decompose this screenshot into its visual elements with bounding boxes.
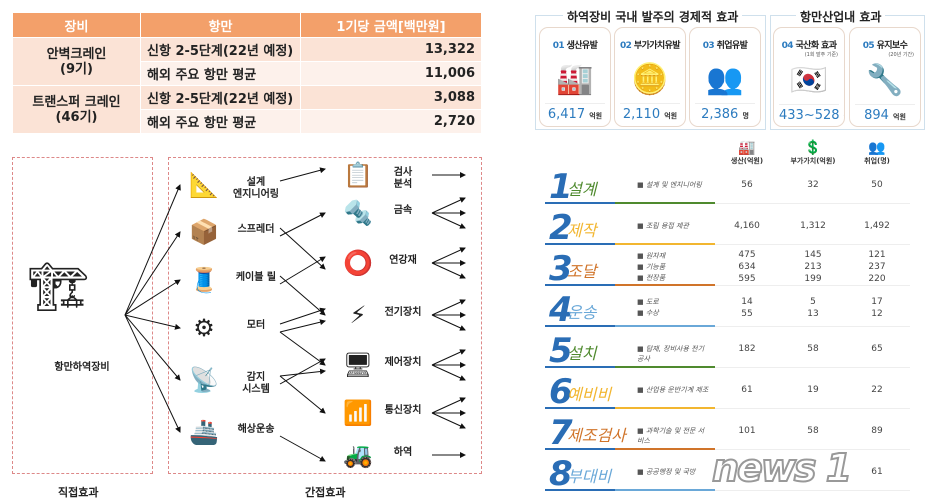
- motor-icon: ⚙: [193, 314, 215, 342]
- breakdown-row: 2 제작 ■ 조립 용접 제관 4,160 1,312 1,492: [545, 206, 910, 248]
- communication-icon: 📶: [343, 399, 373, 427]
- breakdown-row: 5 설치 ■ 탑재, 장비사용 전기공사 182 58 65: [545, 329, 910, 371]
- arrow: [279, 435, 326, 462]
- sensor-icon: 📡: [189, 366, 219, 394]
- table-row: 해외 주요 항만 평균 2,720: [13, 109, 482, 134]
- effect-card: 01 생산유발 🏭 6,417 억원: [539, 27, 611, 127]
- news1-watermark: news 1: [711, 445, 853, 491]
- container-icon: 📦: [189, 218, 219, 246]
- arrow: [124, 184, 181, 316]
- people-icon: 👥: [706, 62, 744, 97]
- breakdown-row: 1 설계 ■ 설계 및 엔지니어링 56 32 50: [545, 165, 910, 207]
- level2-label: 금속: [393, 205, 413, 216]
- arrow: [124, 314, 181, 433]
- arrow: [124, 314, 181, 381]
- level1-label: 모터: [246, 320, 266, 331]
- effect-card: 02 부가가치유발 🪙 2,110 억원: [614, 27, 686, 127]
- arrow: [279, 167, 326, 182]
- breakdown-row: 3 조달 ■ 원자재 ■ 기능품 ■ 전장품 475 634 595 145 213 199 121 2…: [545, 247, 910, 289]
- crane-icon: 🏗: [28, 259, 89, 315]
- level2-label: 전기장치: [384, 307, 422, 318]
- breakdown-row: 7 제조검사 ■ 과학기술 및 전문 서비스 101 58 89: [545, 411, 910, 453]
- forklift-icon: 🚜: [343, 441, 373, 469]
- arrow: [431, 412, 466, 429]
- employment-icon: 👥: [868, 140, 886, 156]
- arrow: [279, 319, 326, 333]
- arrow: [431, 262, 466, 279]
- effect-card: 03 취업유발 👥 2,386 명: [689, 27, 761, 127]
- production-icon: 🏭: [738, 140, 756, 156]
- arrow: [431, 212, 466, 229]
- level1-label: 설계 엔지니어링: [233, 177, 279, 200]
- level1-label: 케이블 릴: [235, 272, 277, 283]
- coins-icon: 🪙: [631, 62, 669, 97]
- level1-label: 감지 시스템: [242, 372, 270, 395]
- arrow: [279, 307, 326, 325]
- arrow: [279, 331, 326, 366]
- arrow: [431, 364, 466, 381]
- level2-label: 검사 분석: [393, 167, 413, 190]
- arrow: [124, 279, 181, 316]
- breakdown-row: 4 운송 ■ 도로 ■ 수상 14 55 5 13 17 12: [545, 288, 910, 330]
- value-added-icon: 💲: [804, 140, 822, 156]
- level2-label: 통신장치: [384, 405, 422, 416]
- wrench-icon: 🔧: [866, 63, 904, 98]
- arrow: [124, 314, 181, 330]
- column-header: 👥 취업(명): [847, 140, 907, 166]
- arrow: [279, 212, 326, 237]
- equipment-cell: 트랜스퍼 크레인 (46기): [12, 85, 141, 134]
- steel-beam-icon: 🔩: [343, 199, 373, 227]
- arrow: [431, 247, 466, 264]
- direct-label: 항만하역장비: [54, 362, 110, 373]
- level2-label: 연강재: [389, 255, 417, 266]
- arrow: [124, 231, 181, 316]
- arrow: [279, 368, 326, 377]
- korea-flag-icon: 🇰🇷: [790, 63, 828, 98]
- steel-coil-icon: ⭕: [343, 249, 373, 277]
- arrow: [431, 397, 466, 414]
- port-title: 항만산업내 효과: [796, 8, 886, 25]
- blueprint-icon: 📐: [189, 171, 219, 199]
- level2-label: 제어장치: [384, 357, 422, 368]
- column-header: 💲 부가가치(억원): [783, 140, 843, 166]
- arrow: [431, 299, 466, 316]
- effect-card: 04 국산화 효과(1회 발주 기준)🇰🇷433~528 억원: [773, 27, 845, 127]
- table-row: 해외 주요 항만 평균 11,006: [13, 61, 482, 86]
- arrow: [279, 358, 326, 385]
- level2-label: 하역: [393, 447, 413, 458]
- column-header: 🏭 생산(억원): [717, 140, 777, 166]
- equipment-price-table: 장비 항만 1기당 금액[백만원] 안벽크레인 (9기) 신항 2-5단계(22년 예정…: [12, 12, 482, 134]
- arrow-layer: [124, 167, 466, 462]
- arrow: [431, 197, 466, 214]
- cable-reel-icon: 🧵: [189, 266, 219, 294]
- level1-label: 스프레더: [237, 224, 275, 235]
- equipment-cell: 안벽크레인 (9기): [12, 37, 141, 86]
- direct-effect-box: [12, 157, 153, 474]
- breakdown-row: 6 예비비 ■ 산업용 운반기계 제조 61 19 22: [545, 370, 910, 412]
- table-header: 장비 항만 1기당 금액[백만원]: [12, 12, 482, 38]
- control-panel-icon: 🖥: [342, 351, 374, 379]
- arrow: [279, 256, 326, 285]
- indirect-effect-box: [168, 157, 482, 474]
- arrow: [431, 349, 466, 366]
- breakdown-row: 8 부대비 ■ 공공행정 및 국방 61: [545, 452, 910, 494]
- worker-machine-icon: 🏭: [556, 62, 594, 97]
- arrow: [431, 314, 466, 331]
- effect-card: 05 유지보수 (20년 기간) 🔧 894 억원: [849, 27, 921, 127]
- arrow: [279, 227, 326, 270]
- arrow: [279, 375, 326, 414]
- electric-icon: ⚡: [349, 301, 367, 329]
- economic-title: 하역장비 국내 발주의 경제적 효과: [563, 8, 743, 25]
- ship-icon: 🚢: [189, 418, 219, 446]
- arrow: [279, 275, 326, 316]
- table-row: 트랜스퍼 크레인 (46기) 신항 2-5단계(22년 예정) 3,088: [12, 85, 482, 134]
- indirect-footer: 간접효과: [305, 486, 346, 499]
- direct-footer: 직접효과: [58, 486, 99, 499]
- inspection-icon: 📋: [343, 161, 373, 189]
- level1-label: 해상운송: [237, 424, 275, 435]
